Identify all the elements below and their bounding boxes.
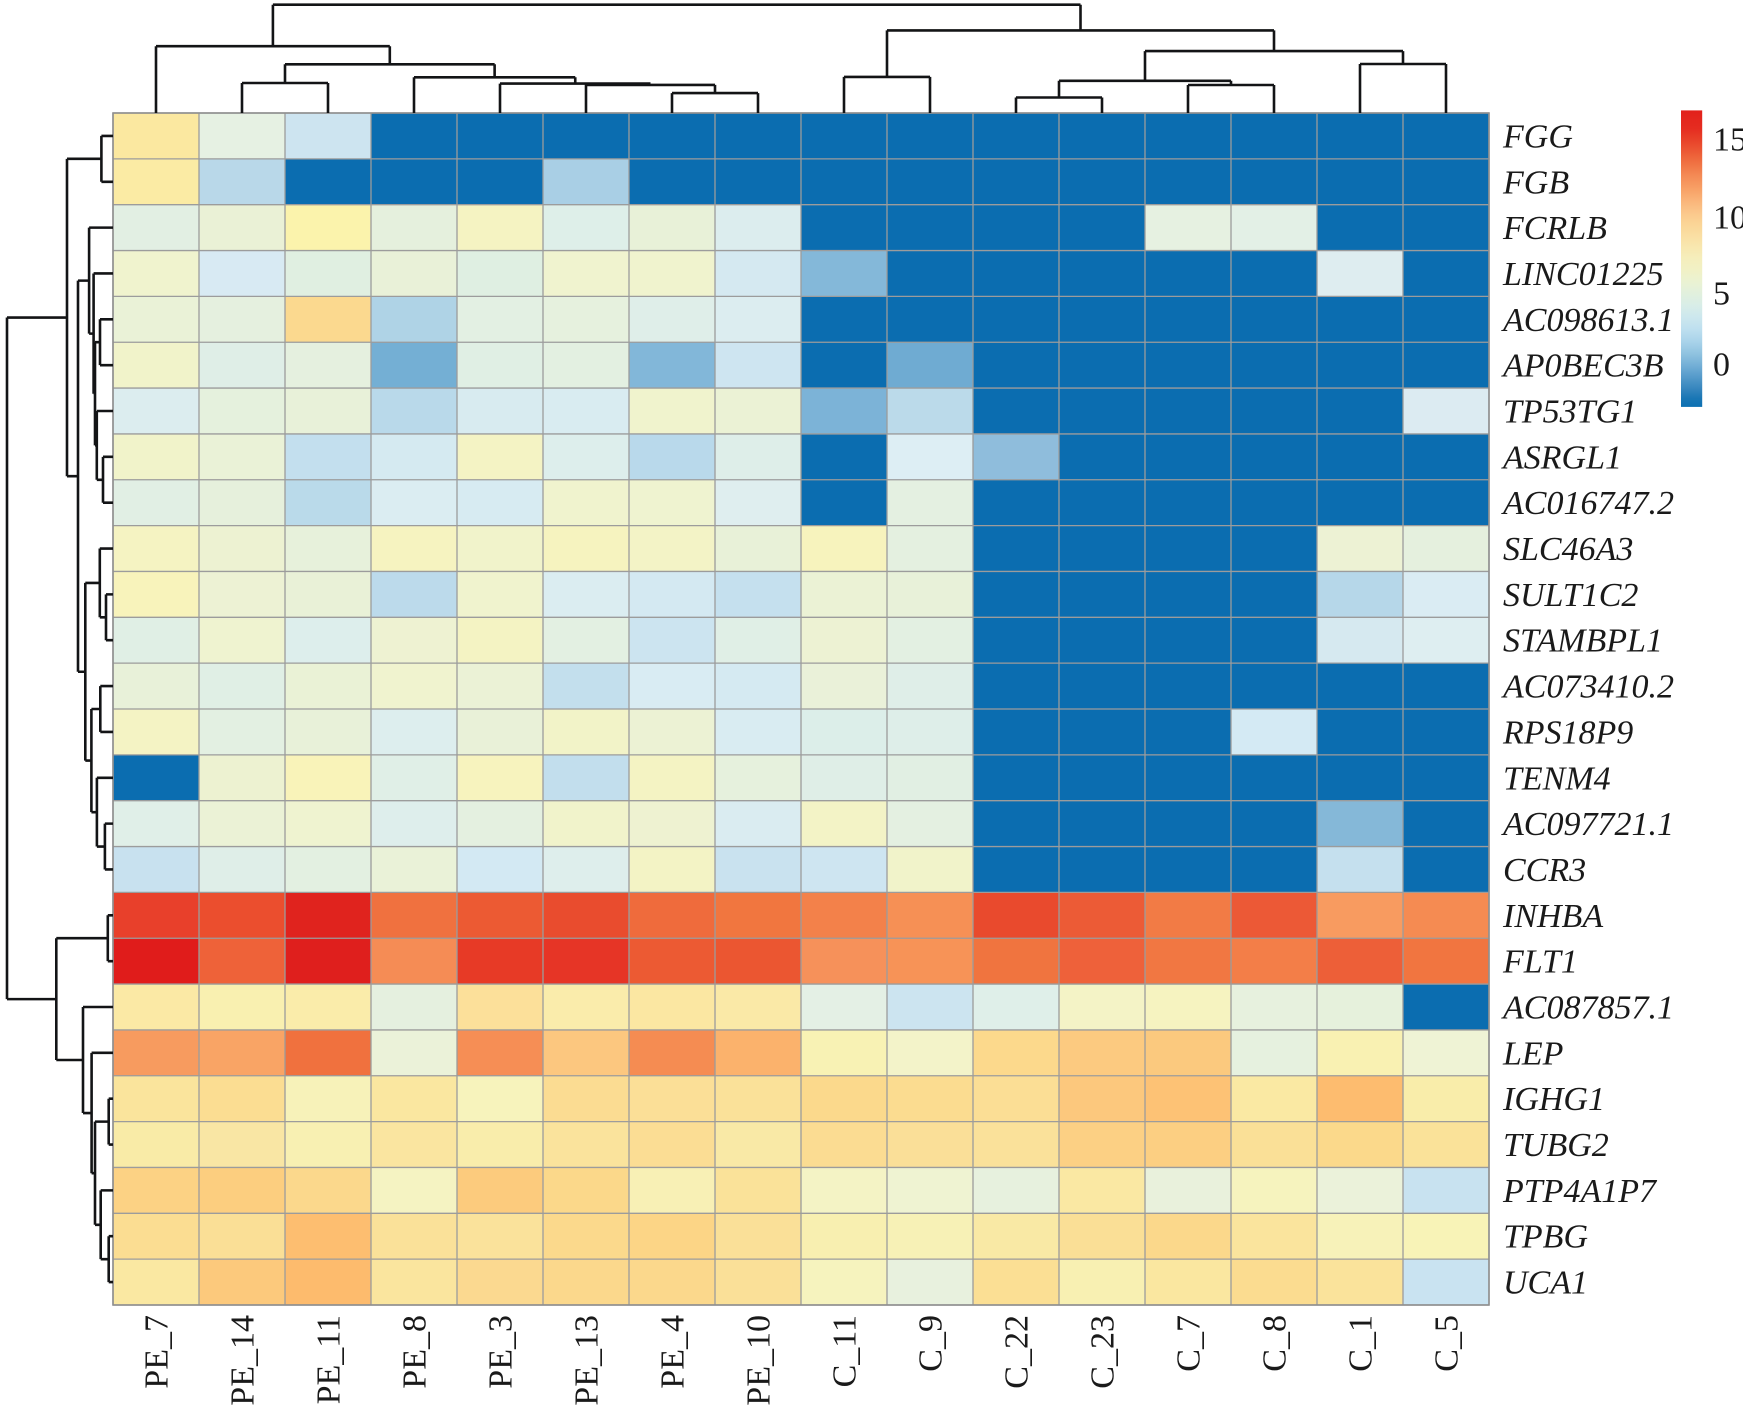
svg-text:PTP4A1P7: PTP4A1P7 [1502, 1173, 1658, 1210]
svg-text:LEP: LEP [1502, 1035, 1563, 1072]
svg-text:C_7: C_7 [1171, 1315, 1208, 1372]
svg-text:FGB: FGB [1502, 164, 1569, 201]
svg-text:TENM4: TENM4 [1503, 760, 1611, 797]
svg-text:INHBA: INHBA [1502, 898, 1603, 935]
svg-text:15: 15 [1713, 121, 1743, 158]
svg-text:SULT1C2: SULT1C2 [1503, 577, 1638, 614]
svg-text:AC073410.2: AC073410.2 [1501, 669, 1674, 706]
svg-text:C_11: C_11 [827, 1315, 864, 1387]
svg-text:C_9: C_9 [913, 1315, 950, 1372]
svg-text:5: 5 [1713, 275, 1730, 312]
svg-text:AC087857.1: AC087857.1 [1501, 990, 1674, 1027]
svg-text:AC097721.1: AC097721.1 [1501, 806, 1674, 843]
svg-text:PE_14: PE_14 [225, 1315, 262, 1406]
svg-text:TP53TG1: TP53TG1 [1503, 394, 1637, 431]
svg-text:CCR3: CCR3 [1503, 852, 1586, 889]
svg-text:AC098613.1: AC098613.1 [1501, 302, 1674, 339]
svg-text:PE_11: PE_11 [311, 1315, 348, 1404]
svg-text:C_8: C_8 [1257, 1315, 1294, 1372]
svg-text:UCA1: UCA1 [1503, 1265, 1588, 1302]
svg-text:FCRLB: FCRLB [1502, 210, 1607, 247]
svg-text:PE_3: PE_3 [483, 1315, 520, 1389]
svg-text:STAMBPL1: STAMBPL1 [1503, 623, 1663, 660]
svg-text:IGHG1: IGHG1 [1502, 1081, 1605, 1118]
svg-text:TUBG2: TUBG2 [1503, 1127, 1609, 1164]
svg-text:C_5: C_5 [1429, 1315, 1466, 1372]
svg-text:FGG: FGG [1502, 118, 1573, 155]
svg-text:PE_7: PE_7 [139, 1315, 176, 1389]
svg-text:10: 10 [1713, 200, 1743, 237]
svg-text:AC016747.2: AC016747.2 [1501, 485, 1674, 522]
svg-text:C_22: C_22 [999, 1315, 1036, 1389]
svg-text:FLT1: FLT1 [1502, 944, 1578, 981]
svg-text:C_1: C_1 [1343, 1315, 1380, 1372]
svg-text:PE_8: PE_8 [397, 1315, 434, 1389]
svg-text:TPBG: TPBG [1503, 1219, 1588, 1256]
svg-text:RPS18P9: RPS18P9 [1502, 714, 1633, 751]
svg-text:0: 0 [1713, 347, 1730, 384]
svg-text:SLC46A3: SLC46A3 [1503, 531, 1633, 568]
svg-text:PE_4: PE_4 [655, 1315, 692, 1389]
svg-text:LINC01225: LINC01225 [1502, 256, 1664, 293]
svg-text:PE_10: PE_10 [741, 1315, 778, 1406]
svg-text:C_23: C_23 [1085, 1315, 1122, 1389]
svg-text:AP0BEC3B: AP0BEC3B [1501, 348, 1664, 385]
svg-text:ASRGL1: ASRGL1 [1501, 439, 1622, 476]
svg-text:PE_13: PE_13 [569, 1315, 606, 1406]
